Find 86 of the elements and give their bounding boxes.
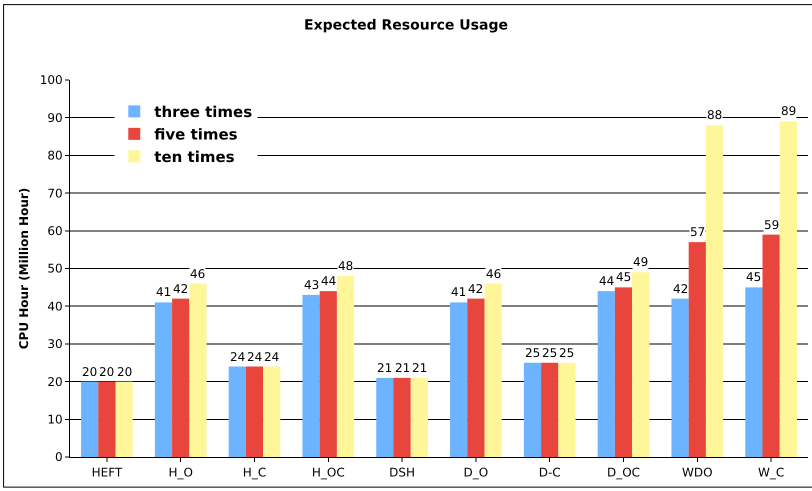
data-label: 21 — [395, 361, 410, 375]
data-label: 57 — [690, 225, 706, 239]
data-label: 43 — [304, 278, 320, 292]
x-tick-label: DSH — [389, 465, 416, 480]
bar — [228, 366, 246, 457]
y-tick-label: 60 — [47, 224, 63, 238]
bar — [467, 298, 485, 457]
bar — [98, 382, 116, 457]
x-tick-label: D_OC — [606, 465, 640, 480]
y-tick-label: 80 — [47, 148, 63, 163]
data-label: 45 — [616, 270, 632, 284]
chart-title: Expected Resource Usage — [304, 17, 508, 34]
data-label: 21 — [377, 361, 392, 375]
data-label: 49 — [633, 255, 648, 269]
bar — [154, 302, 172, 457]
data-label: 41 — [451, 285, 466, 299]
bar — [172, 298, 190, 457]
x-tick-label: H_O — [168, 465, 193, 480]
data-label: 46 — [486, 267, 502, 281]
bar — [524, 362, 542, 457]
bar — [393, 378, 411, 457]
y-tick-label: 50 — [47, 262, 63, 276]
bar — [484, 284, 502, 457]
bar — [706, 125, 724, 457]
legend-label: three times — [154, 103, 252, 122]
y-tick-label: 90 — [47, 110, 63, 125]
legend-label: ten times — [154, 148, 235, 166]
y-tick-label: 10 — [47, 412, 63, 426]
x-tick-label: H_C — [242, 465, 266, 480]
data-label: 59 — [764, 218, 780, 232]
bar — [81, 382, 98, 457]
bar — [189, 284, 207, 457]
data-label: 42 — [673, 282, 688, 296]
y-axis-title: CPU Hour (Million Hour) — [16, 188, 31, 350]
bar — [688, 242, 706, 457]
data-label: 20 — [99, 365, 114, 379]
data-label: 88 — [707, 108, 722, 122]
x-tick-label: WDO — [682, 465, 713, 480]
bar — [263, 366, 280, 457]
bar — [780, 121, 797, 457]
bar — [376, 378, 394, 457]
data-label: 20 — [117, 365, 132, 379]
bar — [614, 287, 632, 457]
y-tick-label: 70 — [47, 186, 63, 200]
x-tick-label: D-C — [538, 465, 561, 480]
y-tick-label: 40 — [47, 299, 63, 314]
bar — [336, 276, 354, 457]
data-label: 44 — [599, 274, 614, 288]
y-tick-label: 20 — [47, 374, 63, 389]
data-label: 44 — [321, 274, 336, 288]
bar — [450, 302, 468, 457]
x-tick-label: D_O — [464, 465, 488, 480]
data-label: 41 — [156, 285, 172, 299]
data-label: 48 — [338, 259, 354, 273]
data-label: 24 — [230, 350, 246, 364]
data-label: 21 — [412, 361, 428, 375]
x-tick-label: HEFT — [92, 465, 123, 480]
bar — [671, 298, 689, 457]
bar — [745, 287, 762, 457]
bar — [598, 291, 615, 457]
x-tick-label: H_OC — [312, 465, 345, 480]
data-label: 24 — [264, 350, 280, 364]
data-label: 25 — [525, 346, 540, 360]
data-label: 42 — [468, 282, 484, 296]
data-label: 20 — [82, 365, 98, 379]
bar — [632, 272, 650, 457]
bar — [320, 291, 337, 457]
y-tick-label: 30 — [47, 337, 63, 352]
data-label: 46 — [190, 267, 206, 281]
bar — [302, 294, 320, 457]
x-tick-label: W_C — [758, 465, 784, 480]
bar — [762, 234, 780, 457]
data-label: 24 — [247, 350, 262, 364]
bar — [410, 378, 428, 457]
data-label: 42 — [173, 282, 188, 296]
bar — [558, 362, 576, 457]
data-label: 89 — [781, 104, 796, 118]
bar — [246, 366, 264, 457]
y-tick-label: 100 — [40, 73, 63, 88]
bar — [116, 382, 133, 457]
data-label: 25 — [559, 346, 574, 360]
data-label: 25 — [542, 346, 558, 360]
data-label: 45 — [746, 270, 762, 284]
legend-label: five times — [154, 126, 238, 144]
y-tick-label: 0 — [54, 450, 63, 464]
bar — [541, 362, 558, 457]
